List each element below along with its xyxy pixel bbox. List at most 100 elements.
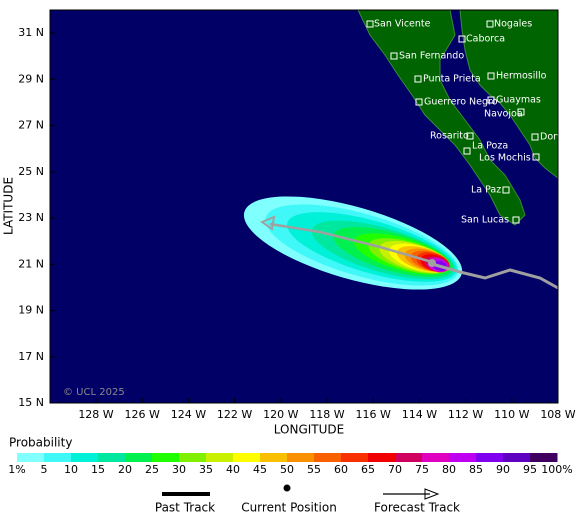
legend-label: 35 <box>199 463 213 476</box>
place-marker <box>466 132 474 140</box>
x-tick-label: 112 W <box>448 408 483 421</box>
mainland-land <box>459 9 559 180</box>
legend-current-position-label: Current Position <box>241 501 337 515</box>
place-label: San Vicente <box>374 19 431 30</box>
place-label: Navojoa <box>484 109 523 120</box>
place-label: Guerrero Negro <box>424 97 498 108</box>
legend-label: 50 <box>280 463 294 476</box>
forecast-track <box>269 222 433 264</box>
legend-swatch <box>233 453 261 462</box>
y-tick-label: 27 N <box>18 119 44 132</box>
x-tick-label: 124 W <box>171 408 206 421</box>
place-marker <box>366 20 374 28</box>
place-label: Hermosillo <box>496 71 547 82</box>
place-marker <box>414 75 422 83</box>
legend-label: 55 <box>307 463 321 476</box>
legend-swatch <box>530 453 558 462</box>
place-marker <box>458 35 466 43</box>
x-tick-label: 114 W <box>402 408 437 421</box>
legend-swatch <box>287 453 315 462</box>
legend-label: 15 <box>91 463 105 476</box>
legend-label: 5 <box>41 463 48 476</box>
place-marker <box>502 186 510 194</box>
legend-current-position <box>283 484 291 492</box>
place-label: Los Mochis <box>479 153 531 164</box>
place-marker <box>487 72 495 80</box>
legend-swatch <box>503 453 531 462</box>
legend-swatch <box>260 453 288 462</box>
y-tick-label: 25 N <box>18 165 44 178</box>
x-tick-label: 116 W <box>356 408 391 421</box>
legend-swatch <box>368 453 396 462</box>
y-tick-label: 21 N <box>18 257 44 270</box>
place-label: Punta Prieta <box>423 74 481 85</box>
y-tick-label: 19 N <box>18 304 44 317</box>
place-marker <box>531 133 539 141</box>
y-tick-label: 29 N <box>18 72 44 85</box>
legend-forecast-track-label: Forecast Track <box>374 501 460 515</box>
legend-label: 90 <box>496 463 510 476</box>
legend-swatch <box>125 453 153 462</box>
legend-swatch <box>422 453 450 462</box>
legend-swatch <box>395 453 423 462</box>
place-label: Caborca <box>466 34 505 45</box>
past-track <box>431 262 559 290</box>
x-tick-label: 108 W <box>540 408 575 421</box>
legend-label: 95 <box>523 463 537 476</box>
legend-label: 70 <box>388 463 402 476</box>
legend-swatch <box>206 453 234 462</box>
legend-label: 80 <box>442 463 456 476</box>
legend-swatch <box>476 453 504 462</box>
legend-swatch <box>44 453 72 462</box>
legend-label: 10 <box>64 463 78 476</box>
legend-label: 1% <box>8 463 25 476</box>
place-label: San Lucas <box>461 215 509 226</box>
legend-swatch <box>98 453 126 462</box>
place-label: Don <box>540 132 559 143</box>
legend-label: 30 <box>172 463 186 476</box>
legend-label: 40 <box>226 463 240 476</box>
legend-swatch <box>179 453 207 462</box>
place-marker <box>486 20 494 28</box>
place-marker <box>390 52 398 60</box>
axes: 128 W 126 W 124 W 122 W 120 W 118 W 116 W 114 W… <box>18 26 576 421</box>
legend-label: 85 <box>469 463 483 476</box>
legend-swatch <box>314 453 342 462</box>
x-tick-label: 126 W <box>125 408 160 421</box>
y-axis-title: LATITUDE <box>2 177 16 235</box>
map-frame <box>49 9 559 404</box>
legend-swatch <box>152 453 180 462</box>
legend-swatch <box>17 453 45 462</box>
y-tick-label: 31 N <box>18 26 44 39</box>
legend-label: 45 <box>253 463 267 476</box>
place-label: San Fernando <box>399 51 464 62</box>
place-marker <box>463 147 471 155</box>
y-tick-label: 23 N <box>18 211 44 224</box>
y-tick-label: 17 N <box>18 350 44 363</box>
place-label: Guaymas <box>496 95 541 106</box>
legend-past-track-label: Past Track <box>155 501 215 515</box>
place-label: Rosarito <box>430 131 469 142</box>
legend-label: 60 <box>334 463 348 476</box>
legend: 1% 5 10 15 20 25 30 35 40 45 50 55 60 65 70 75 80 85 90 95 1… <box>8 453 573 476</box>
legend-forecast-arrow <box>424 488 440 500</box>
x-tick-label: 120 W <box>263 408 298 421</box>
legend-swatch <box>71 453 99 462</box>
place-label: La Poza <box>472 141 508 152</box>
legend-swatch <box>449 453 477 462</box>
place-marker <box>415 98 423 106</box>
place-label: La Paz <box>471 185 501 196</box>
forecast-arrowhead <box>259 215 276 231</box>
x-tick-label: 128 W <box>78 408 113 421</box>
y-tick-label: 15 N <box>18 396 44 409</box>
legend-label: 75 <box>415 463 429 476</box>
legend-label: 100% <box>541 463 572 476</box>
x-axis-title: LONGITUDE <box>274 423 344 437</box>
place-marker <box>512 216 520 224</box>
place-marker <box>532 153 540 161</box>
copyright: © UCL 2025 <box>63 387 125 398</box>
legend-label: 20 <box>118 463 132 476</box>
x-tick-label: 122 W <box>217 408 252 421</box>
place-marker <box>487 96 495 104</box>
legend-label: 25 <box>145 463 159 476</box>
